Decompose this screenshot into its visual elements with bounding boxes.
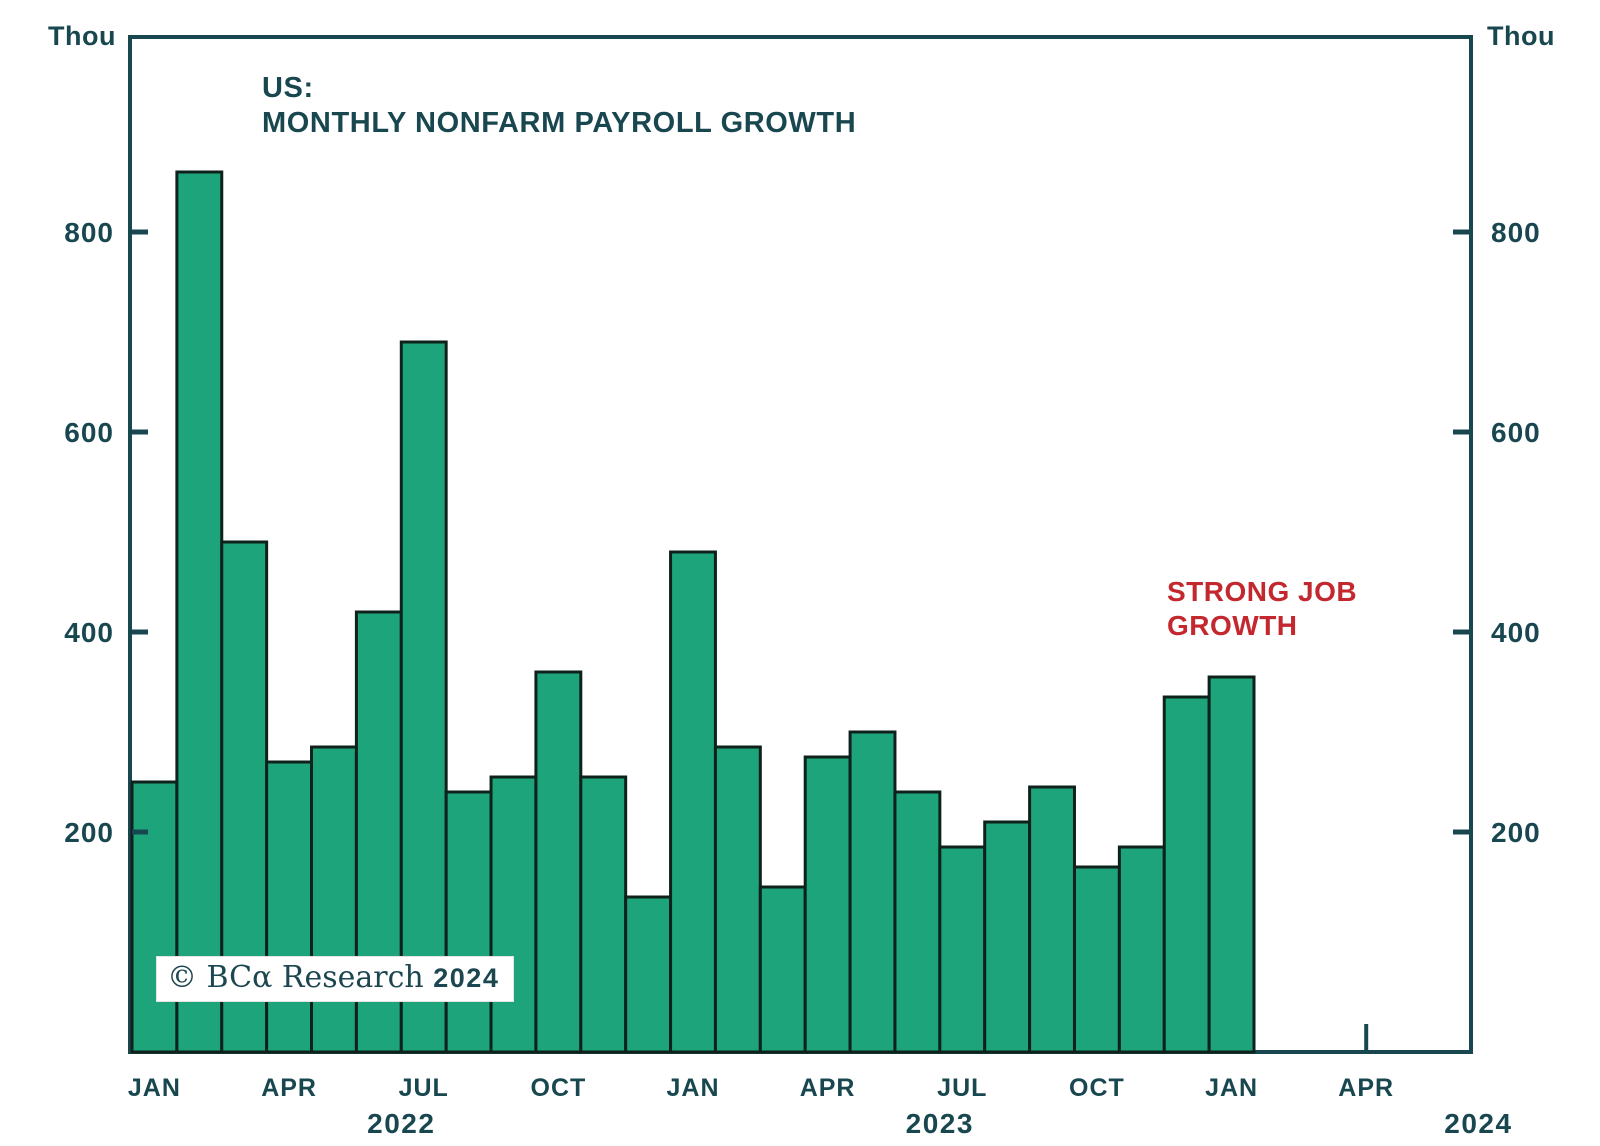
- chart-title-line1: US:: [262, 72, 314, 104]
- bar-aug-2022: [444, 790, 493, 1054]
- x-year-label-2023: 2023: [906, 1108, 974, 1139]
- bar-sep-2022: [489, 775, 538, 1054]
- bar-may-2022: [310, 745, 358, 1054]
- x-tick-label-10-apr: APR: [1338, 1074, 1394, 1102]
- bar-oct-2023: [1072, 865, 1121, 1054]
- watermark-text: © BCα Research: [167, 960, 434, 995]
- y-tick-label-left-200: 200: [64, 817, 114, 848]
- x-tick-label-3-jul: JUL: [399, 1074, 449, 1102]
- annotation-line2: GROWTH: [1167, 610, 1298, 641]
- bar-jul-2022: [399, 340, 448, 1054]
- bar-feb-2022: [175, 170, 224, 1054]
- y-tick-label-left-800: 800: [64, 217, 114, 248]
- watermark-year: 2024: [433, 963, 500, 993]
- y-tick-label-right-400: 400: [1491, 617, 1541, 648]
- y-tick-label-right-800: 800: [1491, 217, 1541, 248]
- bar-jul-2023: [938, 845, 987, 1054]
- bar-aug-2023: [983, 820, 1032, 1054]
- bar-jan-2022: [130, 780, 179, 1054]
- y-axis-unit-right: Thou: [1487, 21, 1555, 51]
- x-tick-label-6-apr: APR: [800, 1074, 856, 1102]
- bar-nov-2022: [579, 775, 628, 1054]
- x-tick-label-2-apr: APR: [261, 1074, 317, 1102]
- y-tick-label-left-600: 600: [64, 417, 114, 448]
- x-tick-label-7-jul: JUL: [937, 1074, 987, 1102]
- y-tick-label-right-200: 200: [1491, 817, 1541, 848]
- x-tick-label-4-oct: OCT: [531, 1074, 587, 1102]
- bar-sep-2023: [1028, 785, 1076, 1054]
- bar-apr-2023: [803, 755, 852, 1054]
- bar-jan-2023: [669, 550, 717, 1054]
- watermark: © BCα Research 2024: [156, 956, 515, 1002]
- bar-may-2023: [848, 730, 897, 1054]
- y-axis-unit-left: Thou: [48, 21, 116, 51]
- y-tick-label-right-600: 600: [1491, 417, 1541, 448]
- bar-mar-2023: [758, 885, 807, 1054]
- bar-jun-2023: [893, 790, 942, 1054]
- x-tick-label-9-jan: JAN: [1205, 1074, 1258, 1102]
- annotation-strong-job-growth: STRONG JOB GROWTH: [1167, 575, 1357, 643]
- y-tick-label-left-400: 400: [64, 617, 114, 648]
- annotation-line1: STRONG JOB: [1167, 576, 1358, 607]
- chart-title-line2: MONTHLY NONFARM PAYROLL GROWTH: [262, 107, 857, 139]
- bar-dec-2023: [1162, 695, 1211, 1054]
- bar-apr-2022: [265, 760, 314, 1054]
- x-year-label-2022: 2022: [367, 1108, 435, 1139]
- x-tick-label-5-jan: JAN: [666, 1074, 719, 1102]
- bar-feb-2023: [713, 745, 762, 1054]
- bar-jan-2024: [1207, 675, 1256, 1054]
- bar-oct-2022: [534, 670, 583, 1054]
- bar-nov-2023: [1117, 845, 1166, 1054]
- bar-dec-2022: [624, 895, 673, 1054]
- x-tick-label-1-jan: JAN: [128, 1074, 181, 1102]
- x-tick-label-8-oct: OCT: [1069, 1074, 1125, 1102]
- chart-title: US: MONTHLY NONFARM PAYROLL GROWTH: [262, 71, 856, 141]
- x-year-label-2024: 2024: [1444, 1108, 1512, 1139]
